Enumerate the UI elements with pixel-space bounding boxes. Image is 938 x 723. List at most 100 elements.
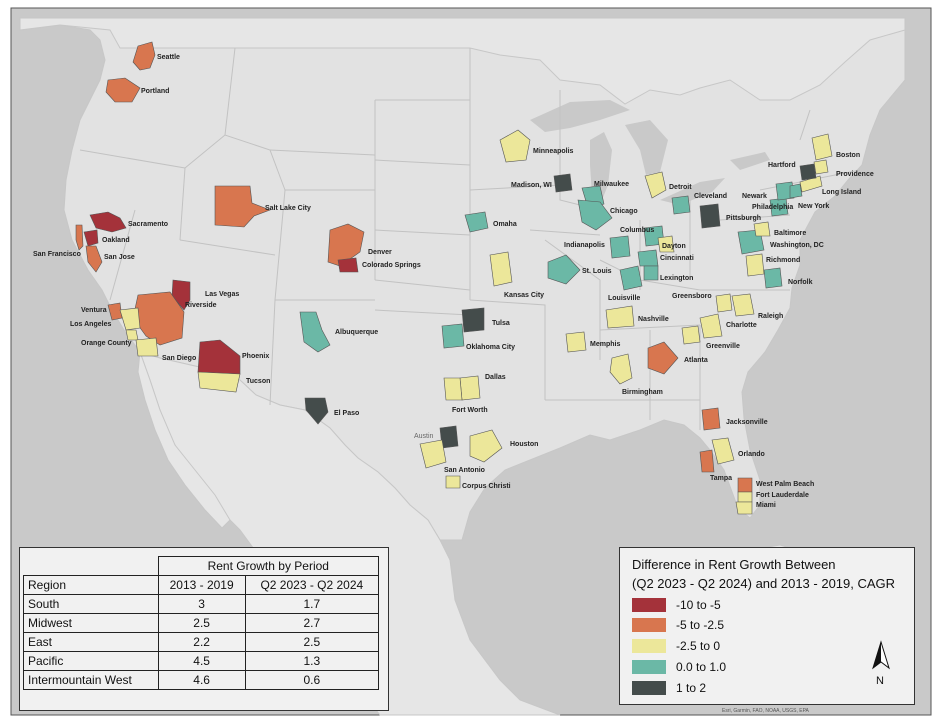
label-fortworth: Fort Worth <box>452 407 488 414</box>
value-cell: 0.6 <box>244 670 380 690</box>
label-albuquerque: Albuquerque <box>335 329 378 336</box>
value-cell: 4.6 <box>157 670 246 690</box>
legend-swatch <box>632 618 666 632</box>
table-header-row: Region 2013 - 2019 Q2 2023 - Q2 2024 <box>23 575 380 595</box>
legend-label: -2.5 to 0 <box>676 639 721 653</box>
label-austin: Austin <box>414 433 434 440</box>
label-richmond: Richmond <box>766 257 800 264</box>
metro-orlando <box>711 437 735 465</box>
metro-newyork <box>789 183 803 199</box>
metro-boston <box>811 133 833 161</box>
metro-dallas <box>459 375 481 401</box>
metro-minneapolis <box>499 129 531 163</box>
label-sanantonio: San Antonio <box>444 467 485 474</box>
label-westpalmbeach: West Palm Beach <box>756 481 814 488</box>
metro-orangecounty <box>125 329 139 341</box>
label-dallas: Dallas <box>485 374 506 381</box>
land-baja <box>137 351 231 529</box>
label-losangeles: Los Angeles <box>70 321 111 328</box>
legend-label: -10 to -5 <box>676 598 721 612</box>
label-longisland: Long Island <box>822 189 861 196</box>
metro-phoenix <box>197 339 241 375</box>
north-arrow-icon: N <box>872 640 890 687</box>
metro-sacramento <box>89 211 127 233</box>
label-boston: Boston <box>836 152 860 159</box>
value-cell: 2.2 <box>157 632 246 652</box>
value-cell: 4.5 <box>157 651 246 671</box>
label-seattle: Seattle <box>157 54 180 61</box>
legend-item: 1 to 2 <box>632 680 706 696</box>
label-omaha: Omaha <box>493 221 517 228</box>
metro-cincinnati <box>637 249 659 267</box>
label-minneapolis: Minneapolis <box>533 148 574 155</box>
label-jacksonville: Jacksonville <box>726 419 768 426</box>
table-row: East 2.2 2.5 <box>23 632 380 652</box>
label-pittsburgh: Pittsburgh <box>726 215 761 222</box>
label-dayton: Dayton <box>662 243 686 250</box>
value-cell: 3 <box>157 594 246 614</box>
metro-nashville <box>605 305 635 329</box>
legend-title-line1: Difference in Rent Growth Between <box>632 557 836 572</box>
value-cell: 1.3 <box>244 651 380 671</box>
table-row: Midwest 2.5 2.7 <box>23 613 380 633</box>
metro-seattle <box>132 41 156 71</box>
label-washingtondc: Washington, DC <box>770 242 824 249</box>
label-lexington: Lexington <box>660 275 693 282</box>
label-oakland: Oakland <box>102 237 130 244</box>
value-cell: 2.5 <box>157 613 246 633</box>
metro-stlouis <box>547 254 581 285</box>
label-orangecounty: Orange County <box>81 340 132 347</box>
label-raleigh: Raleigh <box>758 313 783 320</box>
label-cincinnati: Cincinnati <box>660 255 694 262</box>
metro-westpalmbeach <box>737 477 753 493</box>
label-kansascity: Kansas City <box>504 292 544 299</box>
metro-tulsa <box>461 307 485 333</box>
column-header-q2-2023-q2-2024: Q2 2023 - Q2 2024 <box>244 575 380 595</box>
table-corner-cell <box>23 556 159 576</box>
label-newyork: New York <box>798 203 829 210</box>
metro-ventura <box>107 302 123 321</box>
metro-losangeles <box>119 307 141 331</box>
value-cell: 2.7 <box>244 613 380 633</box>
column-header-region: Region <box>23 575 159 595</box>
metro-areas <box>75 41 833 515</box>
metro-sanfrancisco <box>75 224 84 251</box>
label-charlotte: Charlotte <box>726 322 757 329</box>
legend-label: 0.0 to 1.0 <box>676 660 727 674</box>
metro-detroit <box>644 171 667 199</box>
metro-oklahomacity <box>441 323 465 349</box>
metro-greenville <box>681 325 701 345</box>
region-cell: Intermountain West <box>23 670 159 690</box>
value-cell: 2.5 <box>244 632 380 652</box>
label-sanjose: San Jose <box>104 254 135 261</box>
legend-title-line2: (Q2 2023 - Q2 2024) and 2013 - 2019, CAG… <box>632 576 896 591</box>
legend-item: 0.0 to 1.0 <box>632 659 726 675</box>
legend-panel: Difference in Rent Growth Between (Q2 20… <box>619 547 915 705</box>
metro-saltlake <box>214 185 271 228</box>
label-orlando: Orlando <box>738 451 765 458</box>
table-title-row: Rent Growth by Period <box>23 556 380 576</box>
metro-indianapolis <box>609 235 631 259</box>
metro-madison <box>553 173 573 193</box>
metro-raleigh <box>731 293 755 317</box>
label-birmingham: Birmingham <box>622 389 663 396</box>
metro-birmingham <box>609 353 633 385</box>
metro-charlotte <box>699 313 723 339</box>
legend-label: -5 to -2.5 <box>676 618 725 632</box>
label-lasvegas: Las Vegas <box>205 291 239 298</box>
lake-superior <box>530 100 630 132</box>
table-row: Pacific 4.5 1.3 <box>23 651 380 671</box>
label-newark: Newark <box>742 193 767 200</box>
state-borders <box>79 47 861 430</box>
metro-sandiego <box>135 337 159 357</box>
metro-baltimore <box>753 221 771 237</box>
label-corpuschristi: Corpus Christi <box>462 483 511 490</box>
column-header-2013-2019: 2013 - 2019 <box>157 575 246 595</box>
label-atlanta: Atlanta <box>684 357 708 364</box>
metro-ftlauderdale <box>737 491 753 503</box>
legend-swatch <box>632 681 666 695</box>
label-louisville: Louisville <box>608 295 640 302</box>
metro-richmond <box>745 253 765 277</box>
label-miami: Miami <box>756 502 776 509</box>
